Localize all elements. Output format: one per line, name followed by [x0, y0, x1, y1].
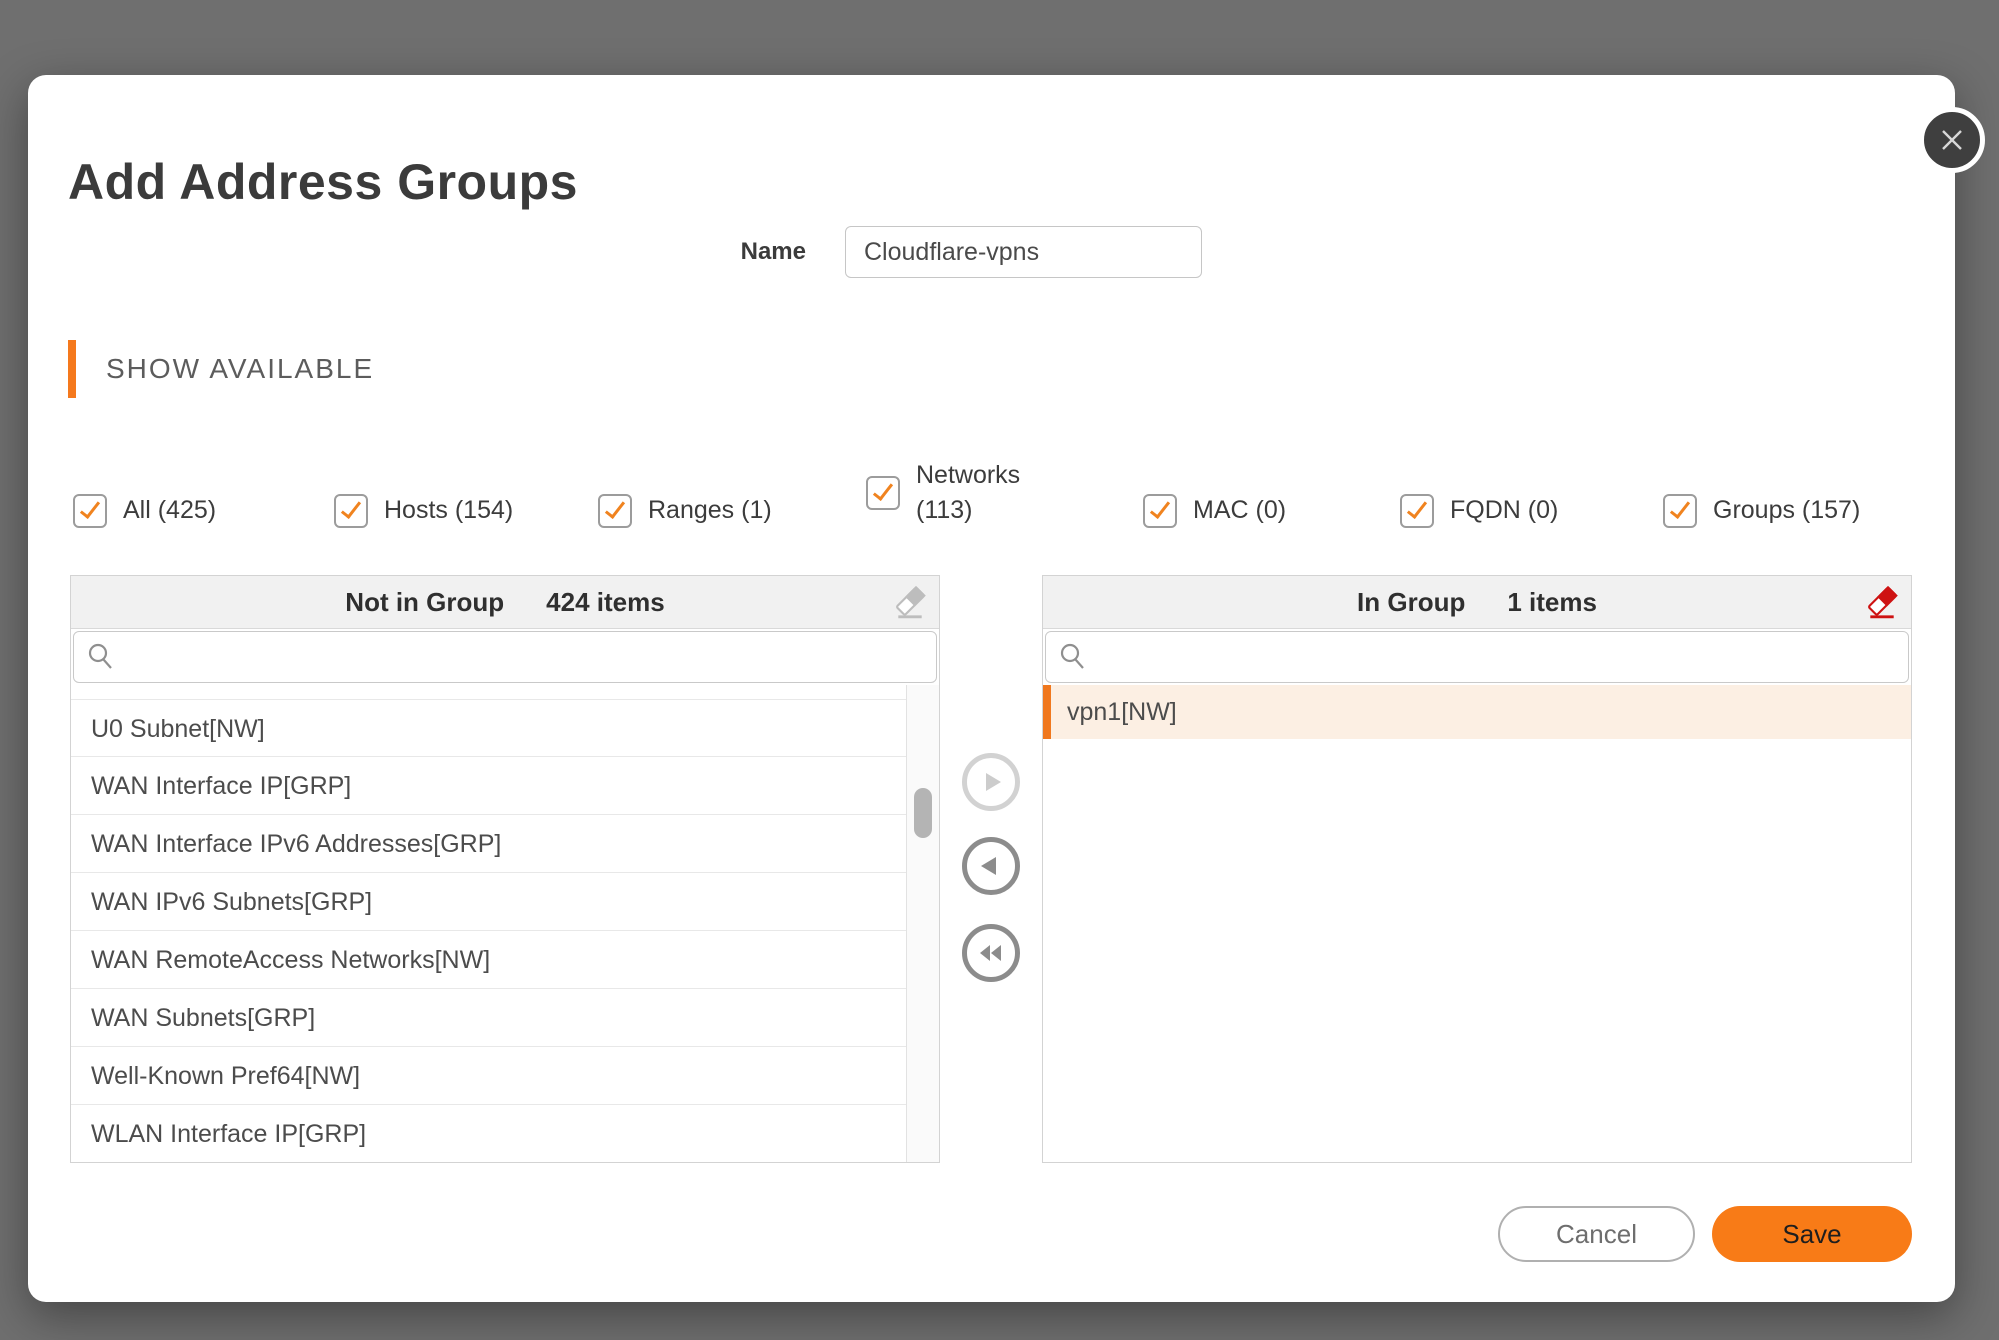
list-item[interactable]: U0 Subnet[NW] — [71, 699, 906, 757]
clear-right-list-button[interactable] — [1865, 585, 1901, 621]
checkbox-icon — [866, 476, 900, 510]
move-all-left-button[interactable] — [962, 924, 1020, 982]
filter-label: Groups (157) — [1713, 496, 1861, 524]
check-icon — [1406, 496, 1428, 519]
list-item[interactable]: WAN RemoteAccess Networks[NW] — [71, 931, 906, 989]
section-accent-bar — [68, 340, 76, 398]
close-icon — [1939, 127, 1965, 153]
available-items-list: U0 Subnet[NW] WAN Interface IP[GRP] WAN … — [71, 685, 906, 1162]
close-button[interactable] — [1919, 107, 1985, 173]
filter-checkbox-hosts[interactable]: Hosts (154) — [334, 493, 513, 528]
filter-label: FQDN (0) — [1450, 496, 1559, 524]
left-list-scrollbar[interactable] — [906, 685, 939, 1162]
list-item[interactable]: WAN Subnets[GRP] — [71, 989, 906, 1047]
clear-left-list-button[interactable] — [893, 585, 929, 621]
filter-checkbox-networks[interactable]: Networks (113) — [866, 458, 1051, 528]
filter-label: All (425) — [123, 496, 217, 524]
list-item[interactable]: WLAN Interface IP[GRP] — [71, 1105, 906, 1162]
check-icon — [1669, 496, 1691, 519]
checkbox-icon — [598, 493, 632, 528]
save-button[interactable]: Save — [1712, 1206, 1912, 1262]
eraser-icon — [893, 586, 929, 620]
search-icon — [1058, 642, 1088, 672]
eraser-icon — [1865, 586, 1901, 620]
filter-checkbox-fqdn[interactable]: FQDN (0) — [1400, 493, 1558, 528]
in-group-panel: In Group 1 items — [1042, 575, 1912, 1163]
dialog-title: Add Address Groups — [68, 154, 578, 210]
list-item[interactable]: WAN Interface IP[GRP] — [71, 757, 906, 815]
cancel-button[interactable]: Cancel — [1498, 1206, 1695, 1262]
filter-checkbox-ranges[interactable]: Ranges (1) — [598, 493, 772, 528]
check-icon — [872, 479, 894, 501]
filter-label: MAC (0) — [1193, 496, 1287, 524]
list-item[interactable]: WAN Interface IPv6 Addresses[GRP] — [71, 815, 906, 873]
section-title: SHOW AVAILABLE — [106, 353, 375, 384]
in-group-header: In Group 1 items — [1043, 576, 1911, 629]
left-search-box — [73, 631, 937, 683]
arrow-left-icon — [976, 851, 1006, 881]
panel-title: In Group — [1357, 586, 1466, 617]
list-item[interactable]: Well-Known Pref64[NW] — [71, 1047, 906, 1105]
filter-label: Hosts (154) — [384, 496, 514, 524]
move-right-button[interactable] — [962, 753, 1020, 811]
double-arrow-left-icon — [976, 938, 1006, 968]
move-left-button[interactable] — [962, 837, 1020, 895]
panel-item-count: 1 items — [1507, 586, 1597, 617]
checkbox-icon — [73, 493, 107, 528]
left-search-input[interactable] — [126, 632, 924, 682]
check-icon — [1149, 496, 1171, 519]
filter-checkbox-all[interactable]: All (425) — [73, 493, 216, 528]
selected-items-list: vpn1[NW] — [1043, 685, 1911, 739]
add-address-groups-dialog: Add Address Groups Name SHOW AVAILABLE A… — [28, 75, 1985, 1302]
list-item[interactable]: WAN IPv6 Subnets[GRP] — [71, 873, 906, 931]
right-search-input[interactable] — [1098, 632, 1896, 682]
panel-item-count: 424 items — [546, 586, 665, 617]
checkbox-icon — [1663, 493, 1697, 528]
filter-checkbox-mac[interactable]: MAC (0) — [1143, 493, 1286, 528]
filter-label: Networks (113) — [916, 461, 1021, 524]
panel-title: Not in Group — [345, 586, 505, 617]
checkbox-icon — [334, 493, 368, 528]
not-in-group-panel: Not in Group 424 items — [70, 575, 940, 1163]
name-label: Name — [740, 238, 806, 265]
checkbox-icon — [1400, 493, 1434, 528]
arrow-right-icon — [976, 767, 1006, 797]
scrollbar-thumb[interactable] — [914, 788, 932, 838]
right-search-box — [1045, 631, 1909, 683]
not-in-group-header: Not in Group 424 items — [71, 576, 939, 629]
filter-label: Ranges (1) — [648, 496, 772, 524]
filter-checkbox-groups[interactable]: Groups (157) — [1663, 493, 1860, 528]
selected-list-item[interactable]: vpn1[NW] — [1043, 685, 1911, 739]
check-icon — [340, 496, 362, 519]
check-icon — [79, 496, 101, 519]
name-input[interactable] — [845, 226, 1202, 278]
checkbox-icon — [1143, 493, 1177, 528]
check-icon — [604, 496, 626, 519]
search-icon — [86, 642, 116, 672]
